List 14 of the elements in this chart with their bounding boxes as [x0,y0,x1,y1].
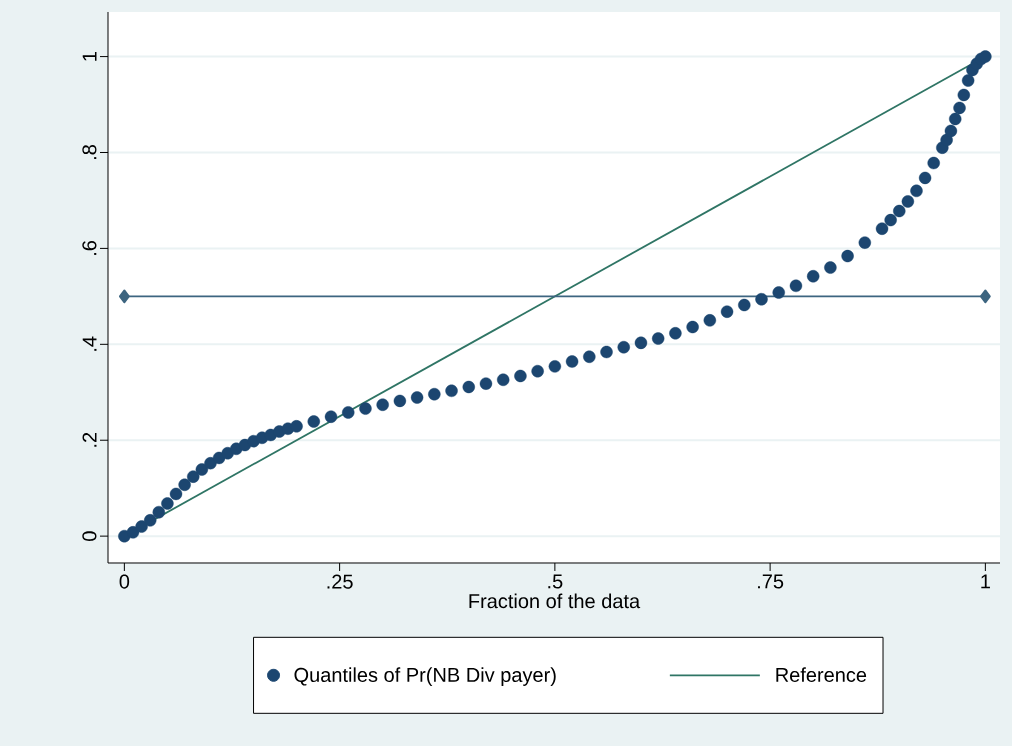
y-tick-label: .4 [82,336,97,351]
y-tick-label: 0 [82,531,97,541]
legend-label: Quantiles of Pr(NB Div payer) [294,667,556,686]
x-tick-label: .25 [327,574,353,589]
x-tick-label: 0 [119,574,130,589]
y-tick-label: .2 [82,432,97,447]
x-axis-title: Fraction of the data [469,593,641,609]
x-tick-label: .5 [548,574,563,589]
y-tick-label: 1 [82,52,97,61]
y-tick-label: .8 [82,145,97,160]
y-tick-label: .6 [82,240,97,255]
legend-label: Reference [776,667,867,682]
x-tick-label: .75 [758,574,784,589]
x-tick-label: 1 [981,574,990,589]
